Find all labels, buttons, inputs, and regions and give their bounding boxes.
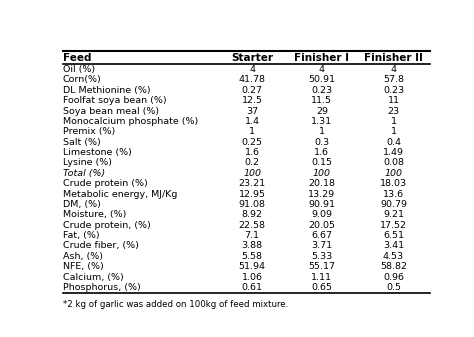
Text: 13.29: 13.29 (309, 189, 336, 198)
Text: Monocalcium phosphate (%): Monocalcium phosphate (%) (63, 117, 198, 126)
Text: 0.23: 0.23 (311, 86, 332, 95)
Text: Starter: Starter (231, 53, 273, 63)
Text: 23: 23 (387, 106, 400, 116)
Text: 1.6: 1.6 (245, 148, 260, 157)
Text: NFE, (%): NFE, (%) (63, 262, 104, 271)
Text: 20.18: 20.18 (309, 179, 336, 188)
Text: Crude fiber, (%): Crude fiber, (%) (63, 241, 139, 250)
Text: 41.78: 41.78 (238, 75, 265, 84)
Text: 6.67: 6.67 (311, 231, 332, 240)
Text: Salt (%): Salt (%) (63, 137, 100, 147)
Text: 4: 4 (391, 65, 397, 74)
Text: 6.51: 6.51 (383, 231, 404, 240)
Text: 23.21: 23.21 (238, 179, 265, 188)
Text: 20.05: 20.05 (309, 221, 336, 230)
Text: Oil (%): Oil (%) (63, 65, 95, 74)
Text: 58.82: 58.82 (380, 262, 407, 271)
Text: Phosphorus, (%): Phosphorus, (%) (63, 283, 141, 292)
Text: Corn(%): Corn(%) (63, 75, 102, 84)
Text: Feed: Feed (63, 53, 91, 63)
Text: 18.03: 18.03 (380, 179, 407, 188)
Text: Crude protein (%): Crude protein (%) (63, 179, 148, 188)
Text: 1.49: 1.49 (383, 148, 404, 157)
Text: Soya bean meal (%): Soya bean meal (%) (63, 106, 159, 116)
Text: 0.08: 0.08 (383, 158, 404, 167)
Text: 17.52: 17.52 (380, 221, 407, 230)
Text: 1.6: 1.6 (314, 148, 329, 157)
Text: 13.6: 13.6 (383, 189, 404, 198)
Text: 4.53: 4.53 (383, 252, 404, 261)
Text: Calcium, (%): Calcium, (%) (63, 273, 124, 282)
Text: 0.15: 0.15 (311, 158, 332, 167)
Text: 1: 1 (391, 117, 397, 126)
Text: 90.79: 90.79 (380, 200, 407, 209)
Text: 51.94: 51.94 (238, 262, 265, 271)
Text: Crude protein, (%): Crude protein, (%) (63, 221, 151, 230)
Text: DL Methionine (%): DL Methionine (%) (63, 86, 151, 95)
Text: 91.08: 91.08 (238, 200, 265, 209)
Text: 55.17: 55.17 (309, 262, 336, 271)
Text: Metabolic energy, MJ/Kg: Metabolic energy, MJ/Kg (63, 189, 177, 198)
Text: Premix (%): Premix (%) (63, 127, 115, 136)
Text: 5.33: 5.33 (311, 252, 333, 261)
Text: Finisher II: Finisher II (364, 53, 423, 63)
Text: 29: 29 (316, 106, 328, 116)
Text: 12.95: 12.95 (238, 189, 265, 198)
Text: 0.27: 0.27 (242, 86, 263, 95)
Text: 0.25: 0.25 (242, 137, 263, 147)
Text: Fat, (%): Fat, (%) (63, 231, 100, 240)
Text: 0.96: 0.96 (383, 273, 404, 282)
Text: Limestone (%): Limestone (%) (63, 148, 132, 157)
Text: 5.58: 5.58 (242, 252, 263, 261)
Text: 1.31: 1.31 (311, 117, 332, 126)
Text: 3.71: 3.71 (311, 241, 332, 250)
Text: 22.58: 22.58 (238, 221, 265, 230)
Text: 37: 37 (246, 106, 258, 116)
Text: 12.5: 12.5 (242, 96, 263, 105)
Text: DM, (%): DM, (%) (63, 200, 101, 209)
Text: 1: 1 (391, 127, 397, 136)
Text: Foolfat soya bean (%): Foolfat soya bean (%) (63, 96, 166, 105)
Text: 8.92: 8.92 (242, 210, 263, 219)
Text: 1: 1 (319, 127, 325, 136)
Text: Ash, (%): Ash, (%) (63, 252, 103, 261)
Text: 4: 4 (319, 65, 325, 74)
Text: 3.41: 3.41 (383, 241, 404, 250)
Text: 1.06: 1.06 (242, 273, 263, 282)
Text: 57.8: 57.8 (383, 75, 404, 84)
Text: 1.11: 1.11 (311, 273, 332, 282)
Text: Moisture, (%): Moisture, (%) (63, 210, 126, 219)
Text: Total (%): Total (%) (63, 169, 105, 178)
Text: 50.91: 50.91 (309, 75, 336, 84)
Text: 0.3: 0.3 (314, 137, 329, 147)
Text: 100: 100 (243, 169, 261, 178)
Text: Lysine (%): Lysine (%) (63, 158, 112, 167)
Text: 11: 11 (388, 96, 400, 105)
Text: 0.2: 0.2 (245, 158, 260, 167)
Text: 9.21: 9.21 (383, 210, 404, 219)
Text: 4: 4 (249, 65, 255, 74)
Text: *2 kg of garlic was added on 100kg of feed mixture.: *2 kg of garlic was added on 100kg of fe… (63, 301, 288, 309)
Text: Finisher I: Finisher I (294, 53, 349, 63)
Text: 100: 100 (313, 169, 331, 178)
Text: 9.09: 9.09 (311, 210, 332, 219)
Text: 0.61: 0.61 (242, 283, 263, 292)
Text: 1: 1 (249, 127, 255, 136)
Text: 90.91: 90.91 (309, 200, 336, 209)
Text: 11.5: 11.5 (311, 96, 332, 105)
Text: 0.23: 0.23 (383, 86, 404, 95)
Text: 3.88: 3.88 (242, 241, 263, 250)
Text: 1.4: 1.4 (245, 117, 260, 126)
Text: 100: 100 (384, 169, 402, 178)
Text: 0.4: 0.4 (386, 137, 401, 147)
Text: 0.5: 0.5 (386, 283, 401, 292)
Text: 0.65: 0.65 (311, 283, 332, 292)
Text: 7.1: 7.1 (245, 231, 260, 240)
